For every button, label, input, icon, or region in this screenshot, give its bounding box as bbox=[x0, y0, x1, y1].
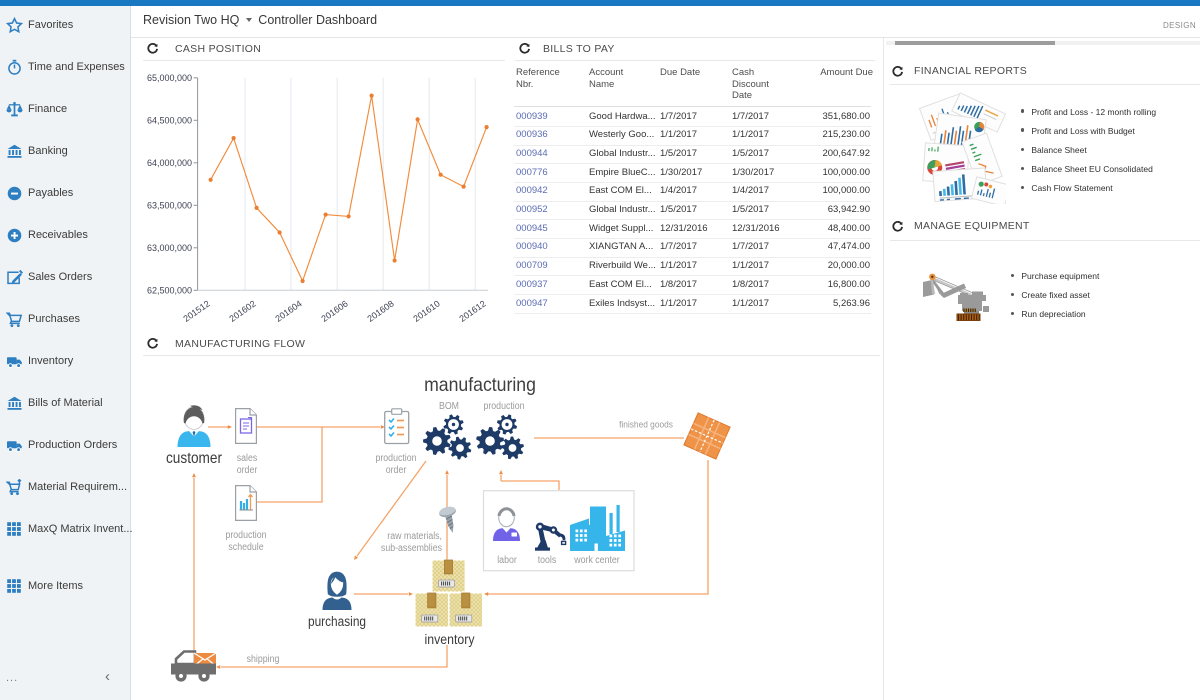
svg-text:work center: work center bbox=[573, 553, 619, 565]
svg-text:64,000,000: 64,000,000 bbox=[147, 158, 192, 168]
svg-text:purchasing: purchasing bbox=[308, 613, 366, 629]
svg-text:201608: 201608 bbox=[365, 298, 395, 323]
svg-text:sales: sales bbox=[237, 451, 258, 463]
svg-text:BOM: BOM bbox=[439, 399, 459, 411]
svg-text:62,500,000: 62,500,000 bbox=[147, 285, 192, 295]
svg-text:201612: 201612 bbox=[457, 298, 487, 323]
svg-text:production: production bbox=[483, 399, 524, 411]
svg-text:finished goods: finished goods bbox=[619, 419, 673, 430]
svg-text:production: production bbox=[375, 451, 416, 463]
svg-text:201512: 201512 bbox=[181, 298, 211, 323]
svg-text:production: production bbox=[225, 528, 266, 540]
svg-text:shipping: shipping bbox=[247, 652, 280, 664]
svg-text:64,500,000: 64,500,000 bbox=[147, 115, 192, 125]
svg-text:63,000,000: 63,000,000 bbox=[147, 243, 192, 253]
svg-text:order: order bbox=[237, 463, 258, 475]
svg-text:raw materials,: raw materials, bbox=[387, 529, 442, 541]
svg-text:tools: tools bbox=[538, 553, 557, 565]
svg-text:sub-assemblies: sub-assemblies bbox=[381, 541, 442, 553]
svg-text:order: order bbox=[386, 463, 407, 475]
svg-text:201610: 201610 bbox=[411, 298, 441, 323]
svg-text:manufacturing: manufacturing bbox=[424, 373, 536, 395]
svg-text:inventory: inventory bbox=[425, 631, 475, 647]
svg-text:labor: labor bbox=[497, 553, 517, 565]
svg-text:63,500,000: 63,500,000 bbox=[147, 200, 192, 210]
svg-text:201604: 201604 bbox=[273, 298, 303, 323]
svg-text:schedule: schedule bbox=[228, 540, 263, 552]
svg-text:201602: 201602 bbox=[227, 298, 257, 323]
svg-text:201606: 201606 bbox=[319, 298, 349, 323]
svg-text:customer: customer bbox=[166, 450, 222, 467]
svg-text:65,000,000: 65,000,000 bbox=[147, 73, 192, 83]
